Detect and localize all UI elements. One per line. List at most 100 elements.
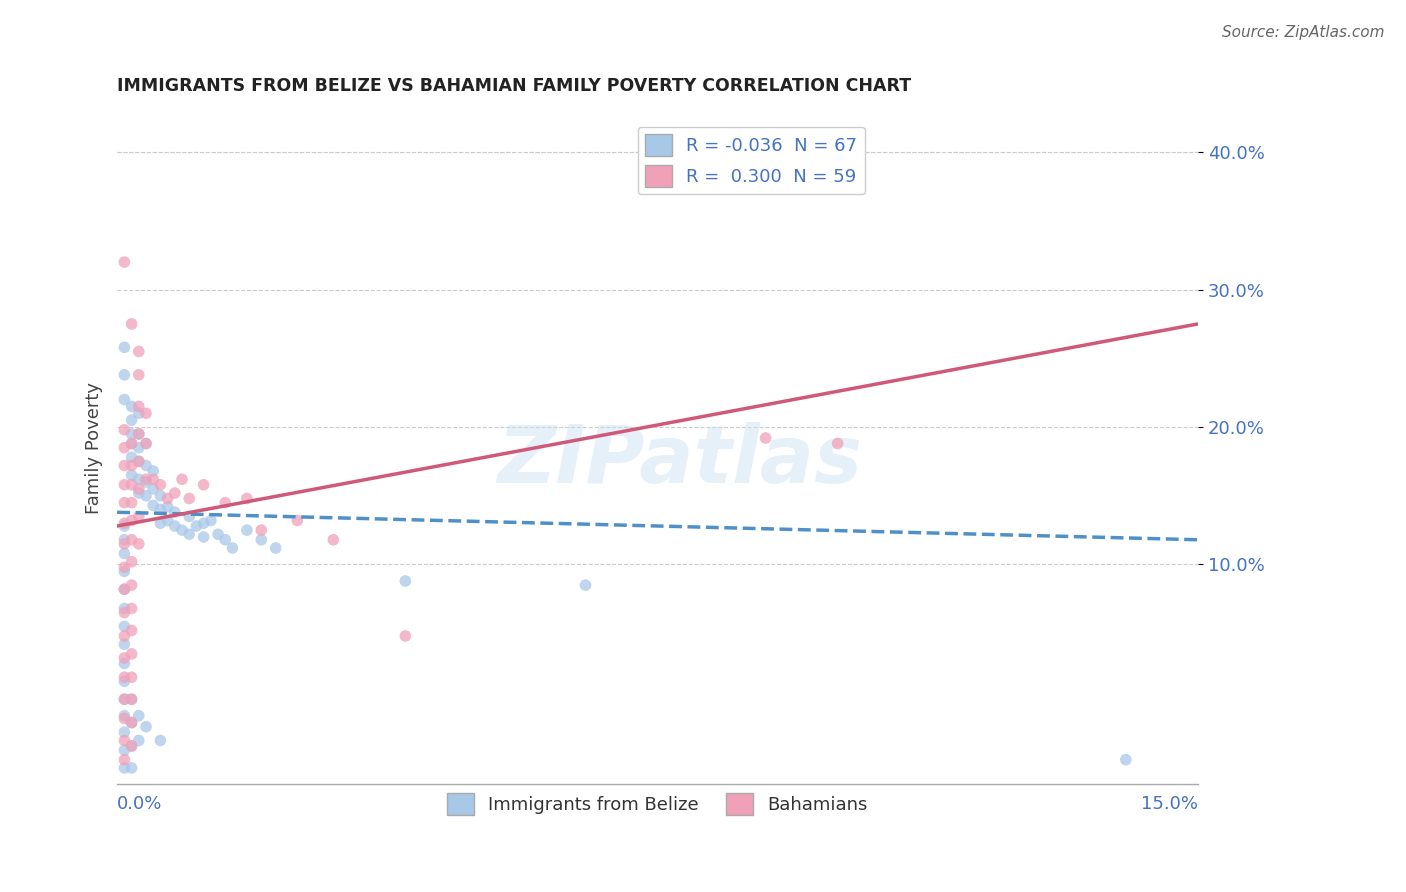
Point: [142, 499, 165, 513]
Point: [250, 533, 273, 547]
Point: [112, 582, 135, 597]
Point: [186, 519, 208, 533]
Point: [128, 406, 150, 420]
Point: [128, 708, 150, 723]
Text: 15.0%: 15.0%: [1140, 796, 1198, 814]
Point: [121, 533, 143, 547]
Point: [135, 436, 157, 450]
Point: [112, 441, 135, 455]
Point: [121, 578, 143, 592]
Point: [121, 514, 143, 528]
Point: [112, 708, 135, 723]
Point: [200, 514, 222, 528]
Point: [156, 500, 179, 514]
Legend: Immigrants from Belize, Bahamians: Immigrants from Belize, Bahamians: [440, 786, 876, 822]
Point: [121, 739, 143, 753]
Point: [112, 692, 135, 706]
Point: [236, 523, 259, 537]
Point: [112, 606, 135, 620]
Point: [128, 454, 150, 468]
Point: [121, 761, 143, 775]
Point: [135, 436, 157, 450]
Point: [156, 491, 179, 506]
Point: [193, 516, 215, 531]
Point: [163, 505, 186, 519]
Point: [121, 458, 143, 473]
Point: [121, 692, 143, 706]
Point: [112, 533, 135, 547]
Point: [135, 458, 157, 473]
Point: [827, 436, 849, 450]
Point: [128, 454, 150, 468]
Point: [112, 674, 135, 689]
Point: [236, 491, 259, 506]
Point: [193, 477, 215, 491]
Point: [128, 400, 150, 414]
Text: IMMIGRANTS FROM BELIZE VS BAHAMIAN FAMILY POVERTY CORRELATION CHART: IMMIGRANTS FROM BELIZE VS BAHAMIAN FAMIL…: [117, 78, 911, 95]
Point: [112, 753, 135, 767]
Point: [112, 516, 135, 531]
Point: [112, 255, 135, 269]
Point: [755, 431, 778, 445]
Point: [207, 527, 229, 541]
Point: [128, 482, 150, 496]
Point: [112, 582, 135, 597]
Text: ZIPatlas: ZIPatlas: [496, 422, 862, 500]
Point: [156, 514, 179, 528]
Point: [149, 477, 172, 491]
Point: [128, 426, 150, 441]
Point: [112, 711, 135, 725]
Point: [121, 601, 143, 615]
Point: [128, 733, 150, 747]
Point: [121, 450, 143, 465]
Point: [112, 651, 135, 665]
Point: [264, 541, 287, 555]
Y-axis label: Family Poverty: Family Poverty: [86, 382, 103, 514]
Point: [121, 715, 143, 730]
Point: [128, 472, 150, 486]
Point: [121, 400, 143, 414]
Point: [149, 733, 172, 747]
Point: [112, 761, 135, 775]
Point: [112, 733, 135, 747]
Text: Source: ZipAtlas.com: Source: ZipAtlas.com: [1222, 25, 1385, 40]
Point: [121, 477, 143, 491]
Point: [112, 629, 135, 643]
Point: [142, 472, 165, 486]
Point: [121, 555, 143, 569]
Point: [179, 509, 201, 524]
Point: [170, 472, 193, 486]
Point: [112, 547, 135, 561]
Point: [128, 368, 150, 382]
Point: [112, 657, 135, 671]
Point: [214, 533, 236, 547]
Point: [112, 368, 135, 382]
Point: [135, 489, 157, 503]
Point: [128, 486, 150, 500]
Point: [112, 423, 135, 437]
Point: [163, 486, 186, 500]
Point: [121, 413, 143, 427]
Point: [121, 715, 143, 730]
Point: [112, 495, 135, 509]
Point: [142, 482, 165, 496]
Point: [121, 670, 143, 684]
Point: [128, 509, 150, 524]
Point: [121, 624, 143, 638]
Point: [121, 468, 143, 483]
Point: [112, 743, 135, 757]
Point: [112, 670, 135, 684]
Point: [121, 647, 143, 661]
Point: [112, 601, 135, 615]
Point: [121, 692, 143, 706]
Point: [394, 574, 416, 588]
Point: [121, 739, 143, 753]
Point: [135, 472, 157, 486]
Text: 0.0%: 0.0%: [117, 796, 163, 814]
Point: [135, 406, 157, 420]
Point: [112, 340, 135, 354]
Point: [121, 495, 143, 509]
Point: [179, 491, 201, 506]
Point: [121, 436, 143, 450]
Point: [149, 516, 172, 531]
